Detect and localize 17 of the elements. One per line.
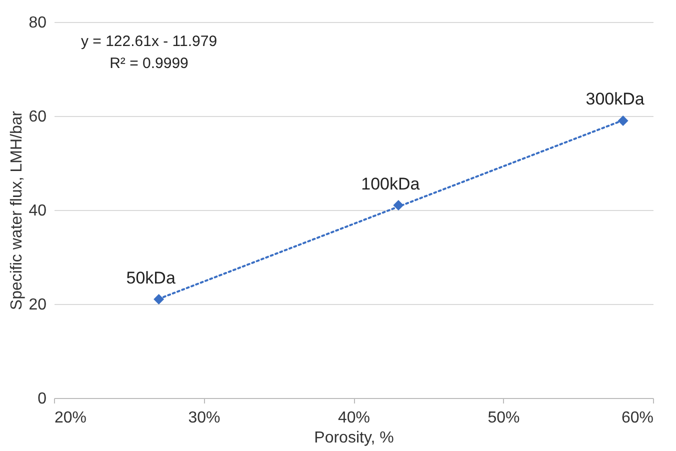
x-tick-label: 60%: [621, 410, 654, 426]
annotation: 300kDa: [586, 90, 645, 109]
x-tick-label: 20%: [54, 410, 87, 426]
x-tick-label: 40%: [338, 410, 370, 426]
x-axis-title: Porosity, %: [314, 430, 394, 446]
annotation: R² = 0.9999: [110, 55, 188, 72]
annotation: y = 122.61x - 11.979: [80, 33, 218, 50]
y-tick-label: 60: [28, 108, 47, 126]
y-tick-label: 80: [28, 14, 47, 32]
y-tick-label: 0: [38, 390, 47, 408]
x-tick-label: 30%: [188, 410, 220, 426]
y-tick-label: 40: [28, 202, 47, 220]
x-tick-label: 50%: [488, 410, 520, 426]
annotation: 100kDa: [361, 174, 420, 194]
annotation: 50kDa: [126, 268, 176, 288]
y-tick-label: 20: [28, 296, 47, 314]
y-axis-title: Specific water flux, LMH/bar: [8, 110, 26, 310]
